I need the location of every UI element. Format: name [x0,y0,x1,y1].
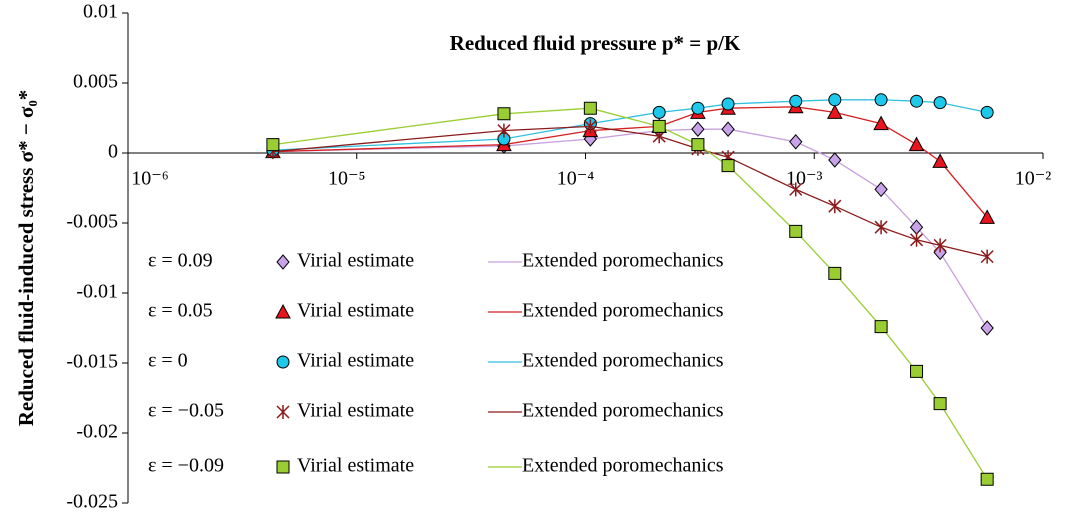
y-tick-label: -0.025 [66,491,118,513]
marker [828,152,842,168]
x-tick-label: 10⁻³ [786,168,823,190]
legend-name: Virial estimate [297,350,414,372]
x-tick-label: 10⁻⁶ [131,168,169,190]
y-tick-label: 0 [108,141,118,163]
y-tick-label: -0.005 [66,211,118,233]
marker [828,199,842,214]
marker [789,224,803,238]
marker [828,93,842,107]
marker [652,105,666,119]
x-tick-label: 10⁻² [1015,168,1052,190]
marker [497,107,511,121]
marker [980,320,994,336]
legend-marker [276,355,290,369]
marker [826,104,843,119]
x-tick-label: 10⁻⁵ [328,168,366,190]
marker [979,209,995,224]
marker [980,249,994,264]
legend-label: ε = −0.09 [148,455,224,477]
marker [691,138,705,152]
marker [721,159,735,173]
legend-name: Virial estimate [297,250,414,272]
y-tick-label: -0.02 [76,421,118,443]
legend-label: ε = 0.09 [148,250,213,272]
marker [980,472,994,486]
marker [910,94,924,108]
marker [933,397,947,411]
chart-title: Reduced fluid pressure p* = p/K [450,31,741,55]
legend-line-name: Extended poromechanics [522,400,724,422]
y-tick-label: -0.015 [66,351,118,373]
marker [789,182,803,197]
marker [932,153,948,168]
y-tick-label: -0.01 [76,281,118,303]
marker [721,97,735,111]
marker [874,220,888,235]
marker [873,115,889,131]
marker [874,320,888,334]
line [272,125,988,258]
legend-label: ε = 0 [148,350,188,372]
legend-marker [276,254,290,270]
marker [874,93,888,107]
marker [828,266,842,280]
legend-name: Virial estimate [297,400,414,422]
legend-marker [276,460,290,474]
marker [691,121,705,137]
marker [583,119,597,134]
marker [721,121,735,137]
y-tick-label: 0.005 [73,71,118,93]
marker [980,105,994,119]
marker [910,232,924,247]
legend-name: Virial estimate [297,455,414,477]
marker [497,123,511,138]
x-tick-label: 10⁻⁴ [557,168,595,190]
marker [910,364,924,378]
marker [874,181,888,198]
legend-label: ε = 0.05 [148,300,213,322]
legend-label: ε = −0.05 [148,400,224,422]
y-tick-label: 0.01 [83,1,118,23]
line [272,128,988,329]
legend-marker [275,303,291,319]
marker [691,101,705,115]
marker [933,96,947,110]
marker [789,134,803,150]
marker [933,238,947,253]
marker [583,101,597,115]
legend-name: Virial estimate [297,300,414,322]
marker [908,136,925,152]
y-axis-label: Reduced fluid-induced stress σ* − σ₀* [14,90,38,427]
marker [652,119,666,133]
legend-line-name: Extended poromechanics [522,350,724,372]
marker [789,94,803,108]
legend-line-name: Extended poromechanics [522,250,724,272]
legend-line-name: Extended poromechanics [522,300,724,322]
marker [266,138,280,152]
legend-line-name: Extended poromechanics [522,455,724,477]
legend-marker [276,405,290,419]
line [272,107,988,480]
